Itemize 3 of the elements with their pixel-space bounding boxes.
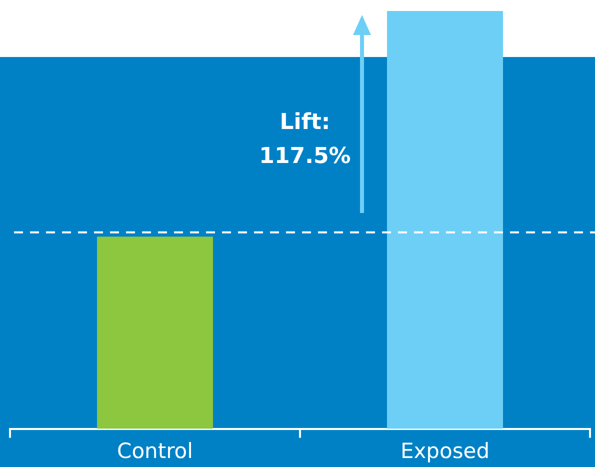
annotation: Lift: 117.5% [258, 109, 352, 171]
x-tick-label: Exposed [400, 438, 490, 463]
x-tick-label: Control [117, 438, 193, 463]
